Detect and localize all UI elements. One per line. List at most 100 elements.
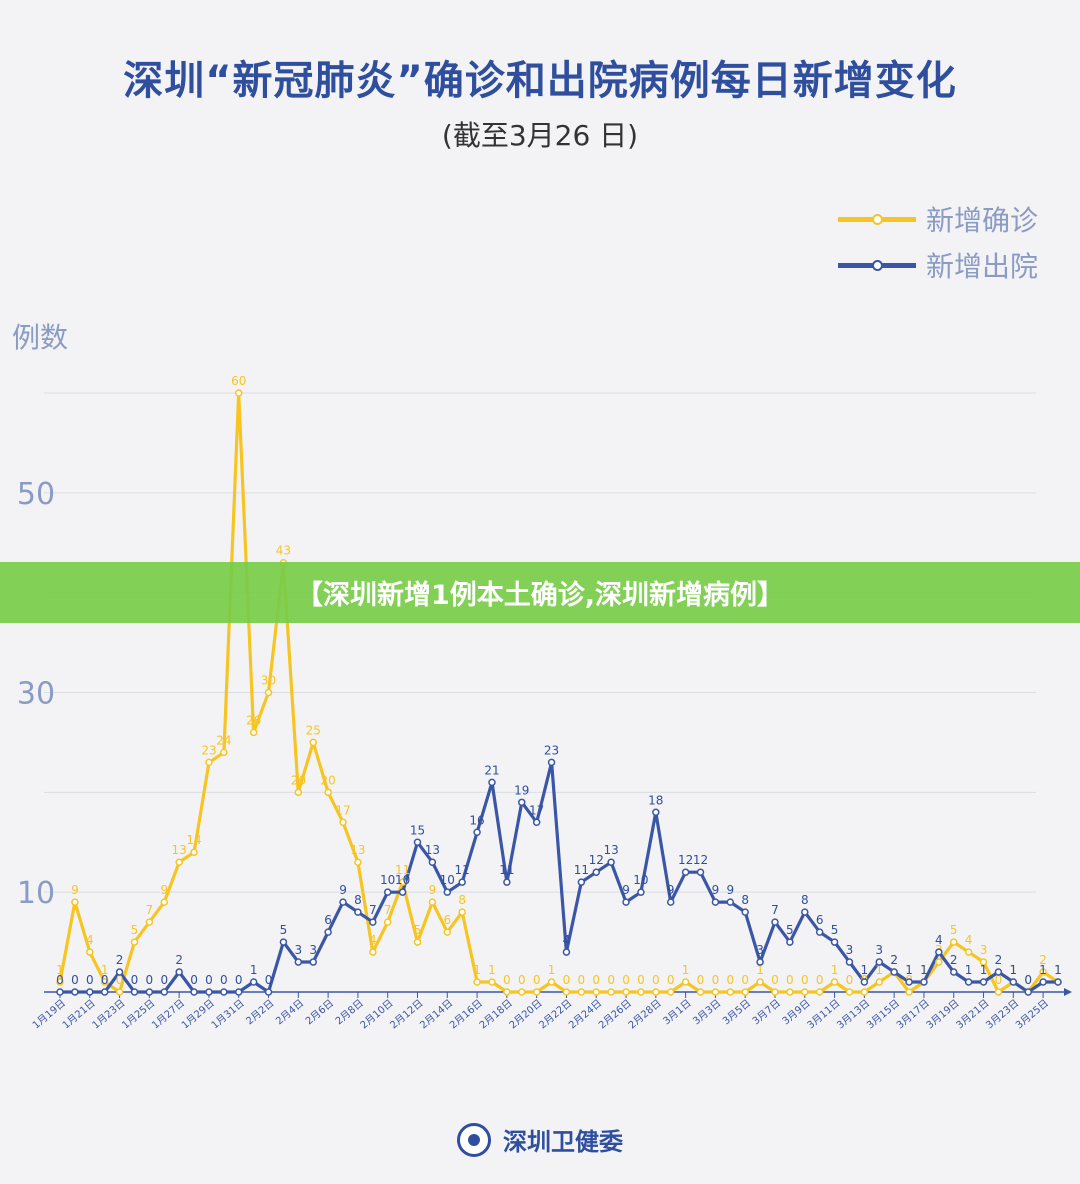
data-label-confirmed: 0: [533, 973, 541, 987]
point-discharged: [607, 858, 615, 866]
data-label-discharged: 8: [741, 893, 749, 907]
news-banner[interactable]: 【深圳新增1例本土确诊,深圳新增病例】: [0, 562, 1080, 623]
data-label-confirmed: 17: [335, 803, 350, 817]
point-confirmed: [845, 988, 854, 996]
data-label-confirmed: 2: [1039, 953, 1047, 967]
data-label-discharged: 1: [980, 963, 988, 977]
data-label-confirmed: 0: [1024, 973, 1032, 987]
point-discharged: [562, 948, 571, 956]
data-label-discharged: 3: [295, 943, 303, 957]
data-label-confirmed: 4: [965, 933, 973, 947]
y-tick-label: 30: [17, 677, 55, 712]
data-label-discharged: 1: [1039, 963, 1047, 977]
data-label-discharged: 8: [354, 893, 362, 907]
point-confirmed: [771, 988, 779, 996]
data-label-confirmed: 1: [756, 963, 764, 977]
x-tick-label: 3月7日: [750, 997, 783, 1027]
data-label-discharged: 3: [756, 943, 764, 957]
point-discharged: [1009, 978, 1018, 986]
point-discharged: [220, 988, 228, 996]
y-tick-label: 50: [17, 477, 55, 512]
point-confirmed: [369, 948, 377, 956]
point-confirmed: [532, 988, 541, 996]
data-label-discharged: 4: [563, 933, 571, 947]
data-label-confirmed: 0: [995, 973, 1003, 987]
data-label-confirmed: 6: [443, 913, 451, 927]
data-label-confirmed: 1: [682, 963, 690, 977]
point-confirmed: [547, 978, 556, 986]
point-discharged: [681, 868, 690, 876]
point-discharged: [383, 888, 392, 896]
data-label-discharged: 0: [160, 973, 168, 987]
data-label-discharged: 13: [603, 843, 618, 857]
point-confirmed: [428, 898, 437, 906]
data-label-confirmed: 0: [622, 973, 630, 987]
point-confirmed: [592, 988, 600, 996]
point-discharged: [875, 958, 884, 966]
data-label-discharged: 19: [514, 783, 529, 797]
data-label-discharged: 0: [56, 973, 64, 987]
point-confirmed: [726, 988, 735, 996]
data-label-discharged: 15: [410, 823, 425, 837]
point-confirmed: [160, 898, 169, 906]
point-discharged: [741, 908, 749, 916]
data-label-discharged: 0: [190, 973, 198, 987]
data-label-confirmed: 0: [801, 973, 809, 987]
x-tick-label: 3月25日: [1013, 997, 1051, 1031]
x-tick-label: 3月5日: [720, 997, 753, 1027]
data-label-discharged: 1: [1054, 963, 1062, 977]
data-label-confirmed: 4: [369, 933, 377, 947]
data-label-discharged: 0: [86, 973, 94, 987]
point-discharged: [160, 988, 169, 996]
data-label-confirmed: 13: [172, 843, 187, 857]
point-discharged: [339, 898, 347, 906]
data-label-discharged: 3: [875, 943, 883, 957]
data-label-confirmed: 30: [261, 674, 276, 688]
point-confirmed: [100, 978, 109, 986]
legend-swatch-discharged: [838, 259, 916, 271]
point-confirmed: [935, 958, 943, 966]
data-label-discharged: 0: [71, 973, 79, 987]
point-confirmed: [339, 818, 347, 827]
point-confirmed: [815, 988, 824, 996]
data-label-discharged: 12: [693, 853, 708, 867]
point-discharged: [726, 898, 735, 906]
point-discharged: [86, 988, 94, 996]
point-discharged: [845, 958, 854, 966]
data-label-confirmed: 0: [578, 973, 586, 987]
data-label-confirmed: 0: [726, 973, 734, 987]
data-label-discharged: 6: [816, 913, 824, 927]
data-label-confirmed: 5: [414, 923, 422, 937]
point-confirmed: [711, 988, 720, 996]
data-label-discharged: 4: [935, 933, 943, 947]
point-discharged: [935, 948, 943, 956]
data-label-discharged: 23: [544, 743, 559, 757]
data-label-discharged: 16: [469, 813, 484, 827]
data-label-confirmed: 0: [697, 973, 705, 987]
data-label-confirmed: 0: [667, 973, 675, 987]
point-confirmed: [383, 918, 392, 926]
data-label-confirmed: 7: [146, 903, 154, 917]
data-label-discharged: 8: [801, 893, 809, 907]
data-label-discharged: 0: [220, 973, 228, 987]
point-confirmed: [264, 688, 273, 697]
point-confirmed: [622, 988, 630, 996]
point-discharged: [964, 978, 973, 986]
data-label-confirmed: 24: [216, 733, 231, 747]
point-confirmed: [994, 988, 1003, 996]
point-confirmed: [443, 928, 452, 936]
point-discharged: [473, 828, 481, 837]
point-confirmed: [562, 988, 571, 996]
data-label-confirmed: 1: [56, 963, 64, 977]
data-label-discharged: 5: [786, 923, 794, 937]
point-confirmed: [115, 988, 124, 996]
point-confirmed: [949, 938, 958, 946]
data-label-confirmed: 0: [741, 973, 749, 987]
data-label-confirmed: 0: [518, 973, 526, 987]
y-tick-label: 10: [17, 876, 55, 911]
point-discharged: [428, 858, 437, 866]
data-label-discharged: 6: [324, 913, 332, 927]
data-label-confirmed: 0: [503, 973, 511, 987]
data-label-confirmed: 0: [771, 973, 779, 987]
